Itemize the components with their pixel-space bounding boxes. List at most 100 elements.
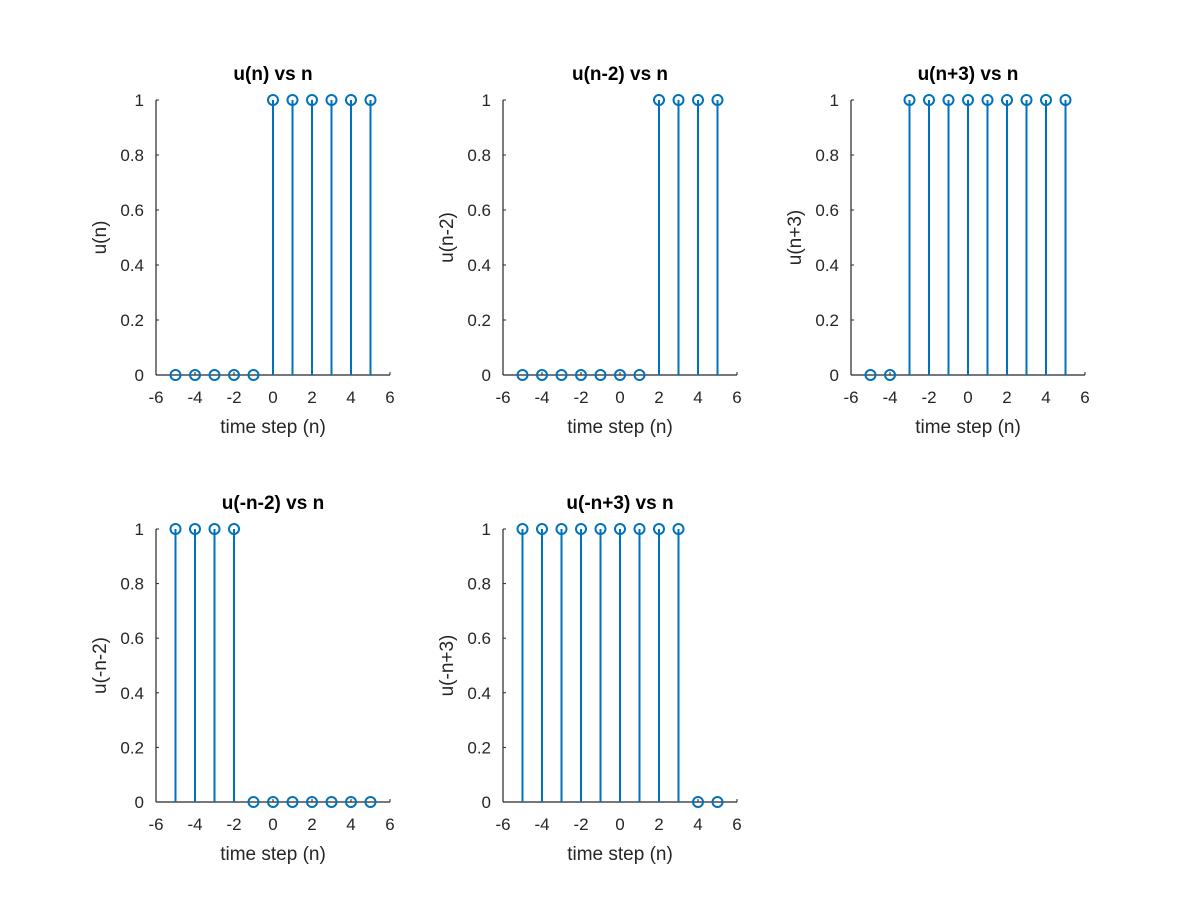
y-tick-label: 0: [135, 793, 144, 812]
x-tick-label: -4: [534, 388, 549, 407]
y-axis-label: u(-n+3): [437, 635, 458, 697]
x-tick-label: 6: [385, 388, 394, 407]
y-tick-label: 1: [482, 91, 491, 110]
stem-marker: [962, 94, 974, 106]
y-tick-label: 0.6: [120, 201, 144, 220]
y-tick-label: 0.6: [467, 629, 491, 648]
stem-marker: [711, 94, 724, 106]
subplot-2: -6 -4 -2 0 2 4 6 0 0.2 0.4 0.6 0.8 1 u(n-2) vs n time …: [437, 64, 742, 438]
y-tick-label: 0.4: [467, 684, 491, 703]
stem-marker: [981, 94, 994, 106]
stem-marker: [1020, 94, 1033, 106]
y-axis-label: u(n-2): [437, 212, 458, 263]
x-tick-label: -6: [148, 815, 163, 834]
stem-marker: [345, 94, 357, 106]
y-tick-label: 0.8: [467, 575, 491, 594]
stem-marker: [247, 369, 260, 381]
stem-marker: [923, 94, 935, 106]
x-tick-label: 6: [1080, 388, 1089, 407]
x-axis-label: time step (n): [915, 417, 1021, 438]
stem-marker: [189, 369, 201, 381]
stem-marker: [1059, 94, 1072, 106]
x-tick-label: -6: [843, 388, 858, 407]
y-tick-label: 0: [482, 793, 491, 812]
stem-marker: [228, 369, 240, 381]
x-tick-label: 4: [693, 815, 702, 834]
stem-marker: [711, 796, 724, 808]
y-tick-label: 1: [135, 91, 144, 110]
stem-marker: [1040, 94, 1052, 106]
subplot-4: -6 -4 -2 0 2 4 6 0 0.2 0.4 0.6 0.8 1 u(-n-2) vs n time…: [90, 493, 395, 865]
stem-marker: [364, 796, 377, 808]
y-tick-label: 0.4: [120, 256, 144, 275]
stem-marker: [903, 94, 916, 106]
stem-marker: [555, 369, 568, 381]
stem-marker: [345, 796, 357, 808]
subplot-title: u(n-2) vs n: [572, 64, 668, 85]
x-tick-label: 0: [615, 815, 624, 834]
y-tick-label: 0.4: [120, 684, 144, 703]
y-tick-label: 0: [830, 366, 839, 385]
stem-marker: [614, 369, 626, 381]
x-axis-label: time step (n): [220, 417, 326, 438]
stem-marker: [208, 523, 221, 535]
x-tick-label: 6: [732, 388, 741, 407]
x-tick-label: 2: [307, 815, 316, 834]
stem-marker: [692, 94, 704, 106]
y-tick-label: 0: [482, 366, 491, 385]
stem-marker: [247, 796, 260, 808]
x-tick-label: -6: [495, 815, 510, 834]
x-tick-label: -4: [534, 815, 549, 834]
x-tick-label: -4: [187, 388, 202, 407]
stem-marker: [594, 369, 607, 381]
x-tick-label: -6: [495, 388, 510, 407]
y-tick-label: 0: [135, 366, 144, 385]
subplot-title: u(n+3) vs n: [918, 64, 1019, 85]
y-tick-label: 1: [135, 520, 144, 539]
stem-marker: [306, 94, 318, 106]
x-axis-label: time step (n): [567, 844, 673, 865]
stem-marker: [633, 369, 646, 381]
stem-marker: [536, 523, 548, 535]
stem-marker: [364, 94, 377, 106]
y-tick-label: 0.4: [467, 256, 491, 275]
subplot-1: -6 -4 -2 0 2 4 6 0 0.2 0.4 0.6 0.8 1 u(n) vs n time st…: [90, 64, 395, 438]
x-tick-label: 4: [693, 388, 702, 407]
y-tick-label: 0.4: [815, 256, 839, 275]
y-tick-label: 0.2: [120, 311, 144, 330]
subplot-title: u(-n+3) vs n: [566, 493, 673, 514]
stem-marker: [267, 796, 279, 808]
x-tick-label: 6: [732, 815, 741, 834]
stem-marker: [594, 523, 607, 535]
x-tick-label: -4: [187, 815, 202, 834]
stem-marker: [555, 523, 568, 535]
subplot-3: -6 -4 -2 0 2 4 6 0 0.2 0.4 0.6 0.8 1 u(n+3) vs n time …: [785, 64, 1090, 438]
x-tick-label: -2: [573, 815, 588, 834]
stem-marker: [208, 369, 221, 381]
stem-marker: [672, 523, 685, 535]
stem-marker: [672, 94, 685, 106]
x-tick-label: 0: [615, 388, 624, 407]
x-tick-label: -4: [882, 388, 897, 407]
y-axis-label: u(-n-2): [90, 637, 111, 694]
stem-marker: [169, 369, 182, 381]
x-tick-label: -6: [148, 388, 163, 407]
stem-marker: [286, 94, 299, 106]
x-tick-label: 4: [1041, 388, 1050, 407]
stem-marker: [516, 369, 529, 381]
stem-marker: [692, 796, 704, 808]
x-tick-label: -2: [226, 815, 241, 834]
x-tick-label: 4: [346, 388, 355, 407]
y-tick-label: 0.2: [467, 738, 491, 757]
stem-marker: [267, 94, 279, 106]
stem-marker: [942, 94, 955, 106]
x-tick-label: 2: [307, 388, 316, 407]
stem-marker: [653, 94, 665, 106]
y-tick-label: 1: [482, 520, 491, 539]
x-tick-label: 2: [654, 388, 663, 407]
x-tick-label: -2: [226, 388, 241, 407]
stem-marker: [189, 523, 201, 535]
x-tick-label: 2: [654, 815, 663, 834]
stem-marker: [884, 369, 896, 381]
subplot-title: u(-n-2) vs n: [222, 493, 324, 514]
